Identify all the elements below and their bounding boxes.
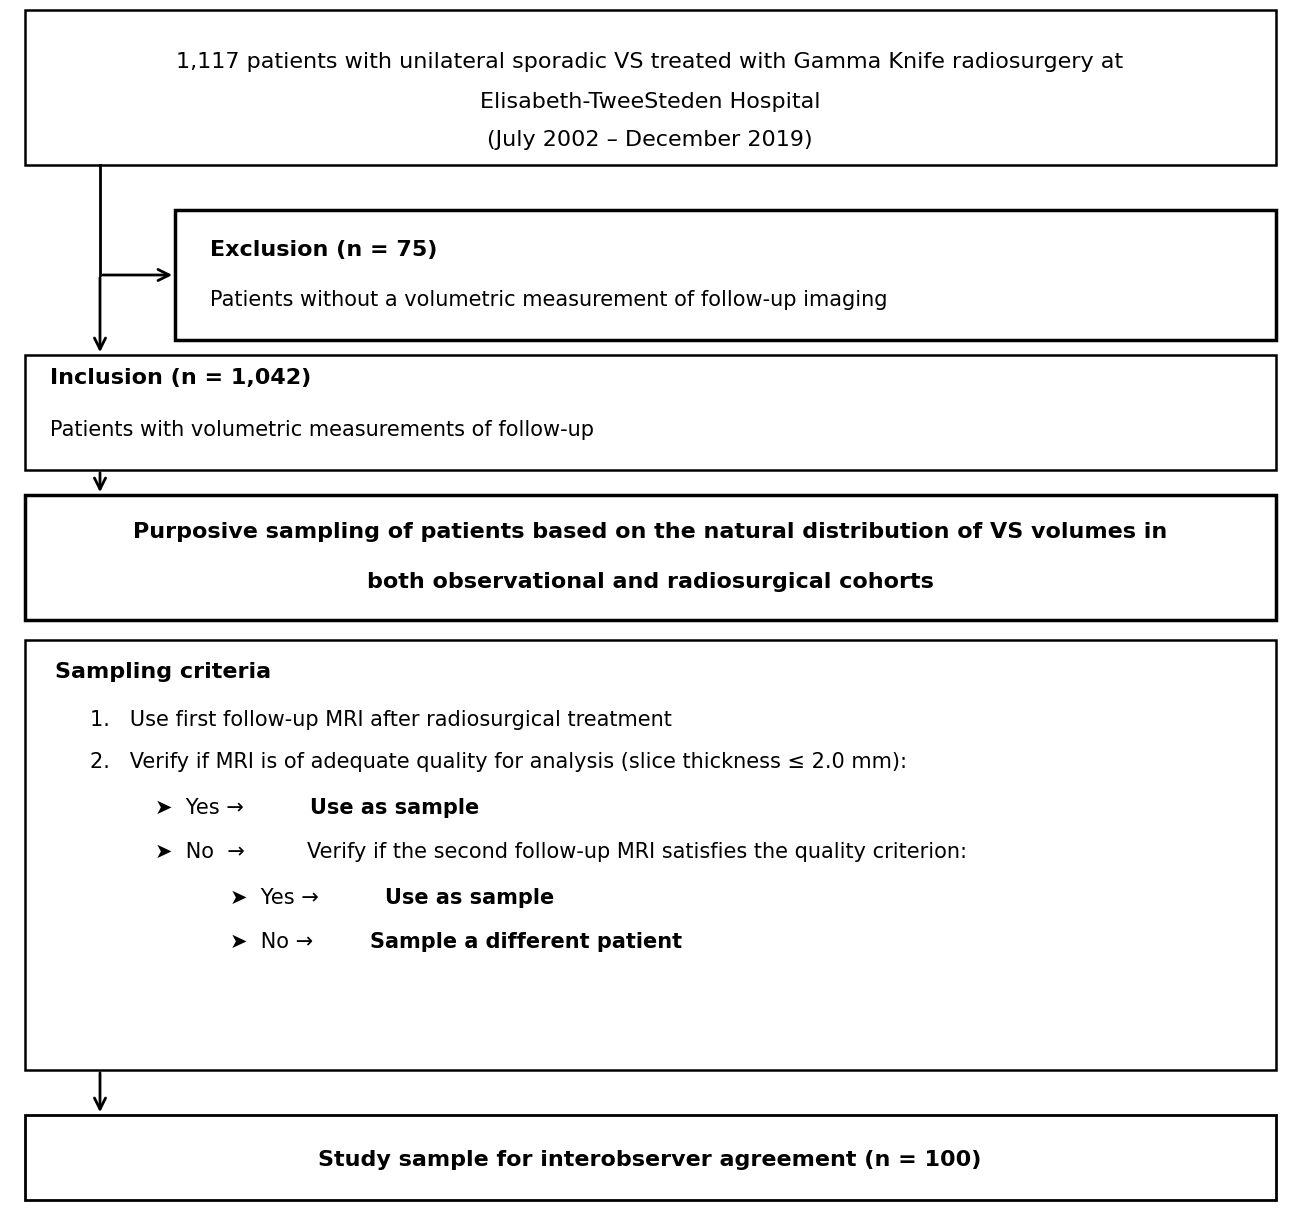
Text: Verify if the second follow-up MRI satisfies the quality criterion:: Verify if the second follow-up MRI satis… bbox=[307, 842, 967, 861]
Text: Inclusion (n = 1,042): Inclusion (n = 1,042) bbox=[49, 368, 311, 388]
Text: Use as sample: Use as sample bbox=[310, 798, 479, 818]
Text: ➤  Yes →: ➤ Yes → bbox=[230, 888, 325, 908]
Text: Purposive sampling of patients based on the natural distribution of VS volumes i: Purposive sampling of patients based on … bbox=[133, 522, 1167, 542]
Bar bbox=[25, 10, 1276, 165]
Text: (July 2002 – December 2019): (July 2002 – December 2019) bbox=[487, 130, 813, 149]
Bar bbox=[176, 210, 1276, 340]
Text: ➤  No  →: ➤ No → bbox=[155, 842, 251, 861]
Text: Sample a different patient: Sample a different patient bbox=[369, 932, 682, 953]
Text: ➤  Yes →: ➤ Yes → bbox=[155, 798, 250, 818]
Text: Patients without a volumetric measurement of follow-up imaging: Patients without a volumetric measuremen… bbox=[209, 290, 887, 310]
Bar bbox=[25, 495, 1276, 620]
Bar bbox=[25, 640, 1276, 1070]
Text: Exclusion (n = 75): Exclusion (n = 75) bbox=[209, 241, 437, 260]
Text: both observational and radiosurgical cohorts: both observational and radiosurgical coh… bbox=[367, 572, 933, 592]
Text: Elisabeth-TweeSteden Hospital: Elisabeth-TweeSteden Hospital bbox=[480, 92, 820, 112]
Bar bbox=[25, 1115, 1276, 1200]
Text: 2.   Verify if MRI is of adequate quality for analysis (slice thickness ≤ 2.0 mm: 2. Verify if MRI is of adequate quality … bbox=[90, 752, 907, 772]
Text: 1.   Use first follow-up MRI after radiosurgical treatment: 1. Use first follow-up MRI after radiosu… bbox=[90, 710, 671, 730]
Text: Sampling criteria: Sampling criteria bbox=[55, 662, 271, 682]
Text: 1,117 patients with unilateral sporadic VS treated with Gamma Knife radiosurgery: 1,117 patients with unilateral sporadic … bbox=[177, 52, 1124, 72]
Bar bbox=[25, 355, 1276, 470]
Text: ➤  No →: ➤ No → bbox=[230, 932, 320, 953]
Text: Use as sample: Use as sample bbox=[385, 888, 554, 908]
Text: Patients with volumetric measurements of follow-up: Patients with volumetric measurements of… bbox=[49, 420, 595, 440]
Text: Study sample for interobserver agreement (n = 100): Study sample for interobserver agreement… bbox=[319, 1151, 982, 1170]
